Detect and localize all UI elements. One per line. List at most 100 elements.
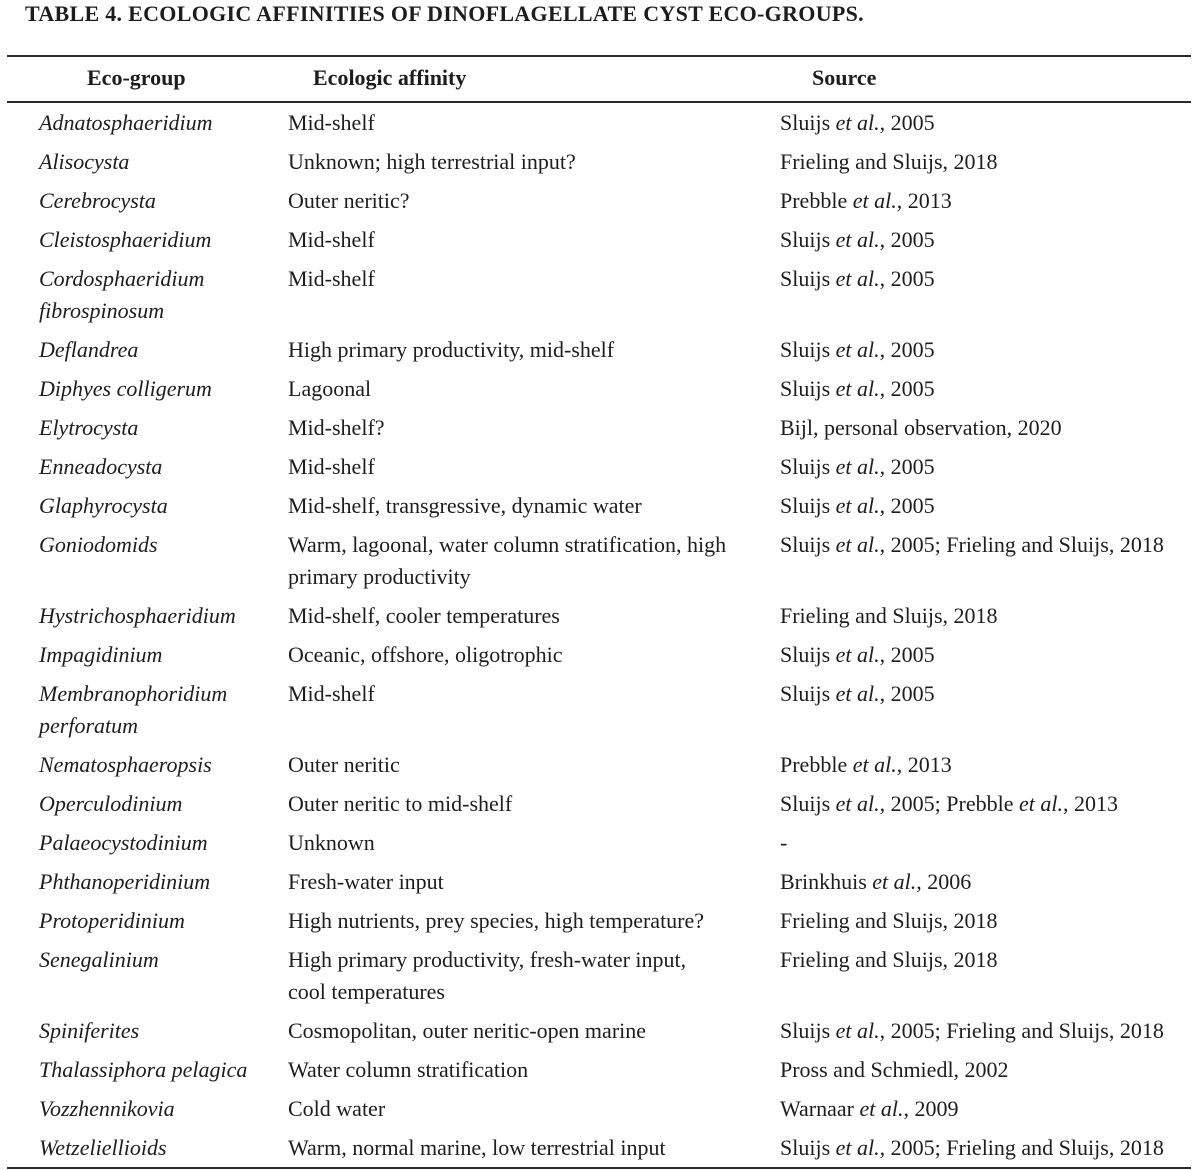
eco-group-cell: Alisocysta xyxy=(39,148,130,174)
eco-group-cell: Enneadocysta xyxy=(39,453,163,479)
table-row: Thalassiphora pelagica Water column strat… xyxy=(7,1050,1191,1089)
affinity-cell: Outer neritic to mid-shelf xyxy=(288,790,513,816)
eco-group-cell: Cleistosphaeridium xyxy=(39,226,212,252)
affinity-cell: Outer neritic? xyxy=(288,187,410,213)
affinity-cell: Oceanic, offshore, oligotrophic xyxy=(288,641,563,667)
source-cell: Brinkhuis et al., 2006 xyxy=(780,868,972,894)
source-cell: Sluijs et al., 2005 xyxy=(780,641,935,667)
table-row: Goniodomids Warm, lagoonal, water column … xyxy=(7,525,1191,596)
table-row: Palaeocystodinium Unknown - xyxy=(7,823,1191,862)
affinity-cell: High primary productivity, fresh-water i… xyxy=(288,946,687,1004)
eco-group-cell: Operculodinium xyxy=(39,790,183,816)
source-cell: Frieling and Sluijs, 2018 xyxy=(780,148,998,174)
affinity-cell: Mid-shelf xyxy=(288,453,375,479)
affinity-cell: Unknown xyxy=(288,829,375,855)
eco-group-cell: Glaphyrocysta xyxy=(39,492,168,518)
column-header-eco-group: Eco-group xyxy=(7,56,288,103)
source-cell: Frieling and Sluijs, 2018 xyxy=(780,907,998,933)
table-header: Eco-group Ecologic affinity Source xyxy=(7,56,1191,103)
table-row: Cerebrocysta Outer neritic? Prebble et al.… xyxy=(7,181,1191,220)
source-cell: Sluijs et al., 2005; Frieling and Sluijs… xyxy=(780,1134,1164,1160)
table-row: Nematosphaeropsis Outer neritic Prebble et… xyxy=(7,745,1191,784)
table-row: Adnatosphaeridium Mid-shelf Sluijs et al.,… xyxy=(7,102,1191,142)
source-cell: Sluijs et al., 2005; Frieling and Sluijs… xyxy=(780,531,1164,557)
eco-group-cell: Vozzhennikovia xyxy=(39,1095,175,1121)
source-cell: Frieling and Sluijs, 2018 xyxy=(780,602,998,628)
affinity-cell: Water column stratification xyxy=(288,1056,529,1082)
affinity-cell: Unknown; high terrestrial input? xyxy=(288,148,576,174)
table-row: Diphyes colligerum Lagoonal Sluijs et al.,… xyxy=(7,369,1191,408)
eco-group-cell: Senegalinium xyxy=(39,946,159,972)
affinity-cell: Cosmopolitan, outer neritic-open marine xyxy=(288,1017,647,1043)
affinity-cell: Mid-shelf xyxy=(288,265,375,291)
table-row: Phthanoperidinium Fresh-water input Brinkh… xyxy=(7,862,1191,901)
affinity-cell: Cold water xyxy=(288,1095,386,1121)
source-cell: Sluijs et al., 2005 xyxy=(780,226,935,252)
table-row: Senegalinium High primary productivity, f… xyxy=(7,940,1191,1011)
table-row: Vozzhennikovia Cold water Warnaar et al., … xyxy=(7,1089,1191,1128)
eco-groups-table: Eco-group Ecologic affinity Source Adnat… xyxy=(7,55,1191,1169)
eco-group-cell: Deflandrea xyxy=(39,336,139,362)
header-row: Eco-group Ecologic affinity Source xyxy=(7,56,1191,103)
affinity-cell: High nutrients, prey species, high tempe… xyxy=(288,907,705,933)
affinity-cell: Outer neritic xyxy=(288,751,400,777)
column-header-ecologic-affinity: Ecologic affinity xyxy=(288,56,780,103)
source-cell: Prebble et al., 2013 xyxy=(780,187,952,213)
affinity-cell: Fresh-water input xyxy=(288,868,444,894)
column-header-source: Source xyxy=(780,56,1191,103)
affinity-cell: Mid-shelf? xyxy=(288,414,385,440)
eco-group-cell: Diphyes colligerum xyxy=(39,375,212,401)
source-cell: Frieling and Sluijs, 2018 xyxy=(780,946,998,972)
table-row: Deflandrea High primary productivity, mid… xyxy=(7,330,1191,369)
eco-group-cell: Nematosphaeropsis xyxy=(39,751,212,777)
table-row: Elytrocysta Mid-shelf? Bijl, personal obse… xyxy=(7,408,1191,447)
source-cell: Sluijs et al., 2005 xyxy=(780,109,935,135)
source-cell: Sluijs et al., 2005 xyxy=(780,453,935,479)
affinity-cell: Warm, normal marine, low terrestrial inp… xyxy=(288,1134,666,1160)
affinity-cell: Warm, lagoonal, water column stratificat… xyxy=(288,531,727,589)
eco-group-cell: Thalassiphora pelagica xyxy=(39,1056,248,1082)
eco-group-cell: Palaeocystodinium xyxy=(39,829,208,855)
source-cell: Sluijs et al., 2005 xyxy=(780,680,935,706)
source-cell: Sluijs et al., 2005 xyxy=(780,265,935,291)
table-row: Wetzeliellioids Warm, normal marine, low … xyxy=(7,1128,1191,1168)
eco-group-cell: Elytrocysta xyxy=(39,414,139,440)
table-row: Enneadocysta Mid-shelf Sluijs et al., 2005 xyxy=(7,447,1191,486)
eco-group-cell: Spiniferites xyxy=(39,1017,140,1043)
affinity-cell: High primary productivity, mid-shelf xyxy=(288,336,615,362)
eco-group-cell: Membranophoridium perforatum xyxy=(39,680,228,738)
eco-group-cell: Wetzeliellioids xyxy=(39,1134,167,1160)
table-title: TABLE 4. ECOLOGIC AFFINITIES OF DINOFLAG… xyxy=(25,1,864,26)
source-cell: Sluijs et al., 2005 xyxy=(780,336,935,362)
affinity-cell: Lagoonal xyxy=(288,375,372,401)
affinity-cell: Mid-shelf xyxy=(288,226,375,252)
source-cell: Bijl, personal observation, 2020 xyxy=(780,414,1062,440)
source-cell: Sluijs et al., 2005 xyxy=(780,375,935,401)
source-cell: Sluijs et al., 2005; Frieling and Sluijs… xyxy=(780,1017,1164,1043)
eco-group-cell: Phthanoperidinium xyxy=(39,868,211,894)
source-cell: Pross and Schmiedl, 2002 xyxy=(780,1056,1009,1082)
affinity-cell: Mid-shelf, transgressive, dynamic water xyxy=(288,492,642,518)
table-row: Hystrichosphaeridium Mid-shelf, cooler te… xyxy=(7,596,1191,635)
eco-group-cell: Goniodomids xyxy=(39,531,158,557)
table-row: Membranophoridium perforatum Mid-shelf Slu… xyxy=(7,674,1191,745)
table-row: Operculodinium Outer neritic to mid-shelf… xyxy=(7,784,1191,823)
source-cell: - xyxy=(780,829,788,855)
source-cell: Sluijs et al., 2005; Prebble et al., 201… xyxy=(780,790,1118,816)
affinity-cell: Mid-shelf xyxy=(288,680,375,706)
eco-group-cell: Cerebrocysta xyxy=(39,187,156,213)
table-row: Impagidinium Oceanic, offshore, oligotrop… xyxy=(7,635,1191,674)
eco-group-cell: Impagidinium xyxy=(39,641,163,667)
eco-group-cell: Adnatosphaeridium xyxy=(39,109,213,135)
table-row: Glaphyrocysta Mid-shelf, transgressive, d… xyxy=(7,486,1191,525)
table-row: Cleistosphaeridium Mid-shelf Sluijs et al.… xyxy=(7,220,1191,259)
source-cell: Warnaar et al., 2009 xyxy=(780,1095,959,1121)
table-row: Alisocysta Unknown; high terrestrial inpu… xyxy=(7,142,1191,181)
eco-group-cell: Protoperidinium xyxy=(39,907,185,933)
table-row: Cordosphaeridium fibrospinosum Mid-shelf S… xyxy=(7,259,1191,330)
affinity-cell: Mid-shelf, cooler temperatures xyxy=(288,602,560,628)
table-row: Spiniferites Cosmopolitan, outer neritic-… xyxy=(7,1011,1191,1050)
source-cell: Sluijs et al., 2005 xyxy=(780,492,935,518)
eco-group-cell: Hystrichosphaeridium xyxy=(39,602,236,628)
